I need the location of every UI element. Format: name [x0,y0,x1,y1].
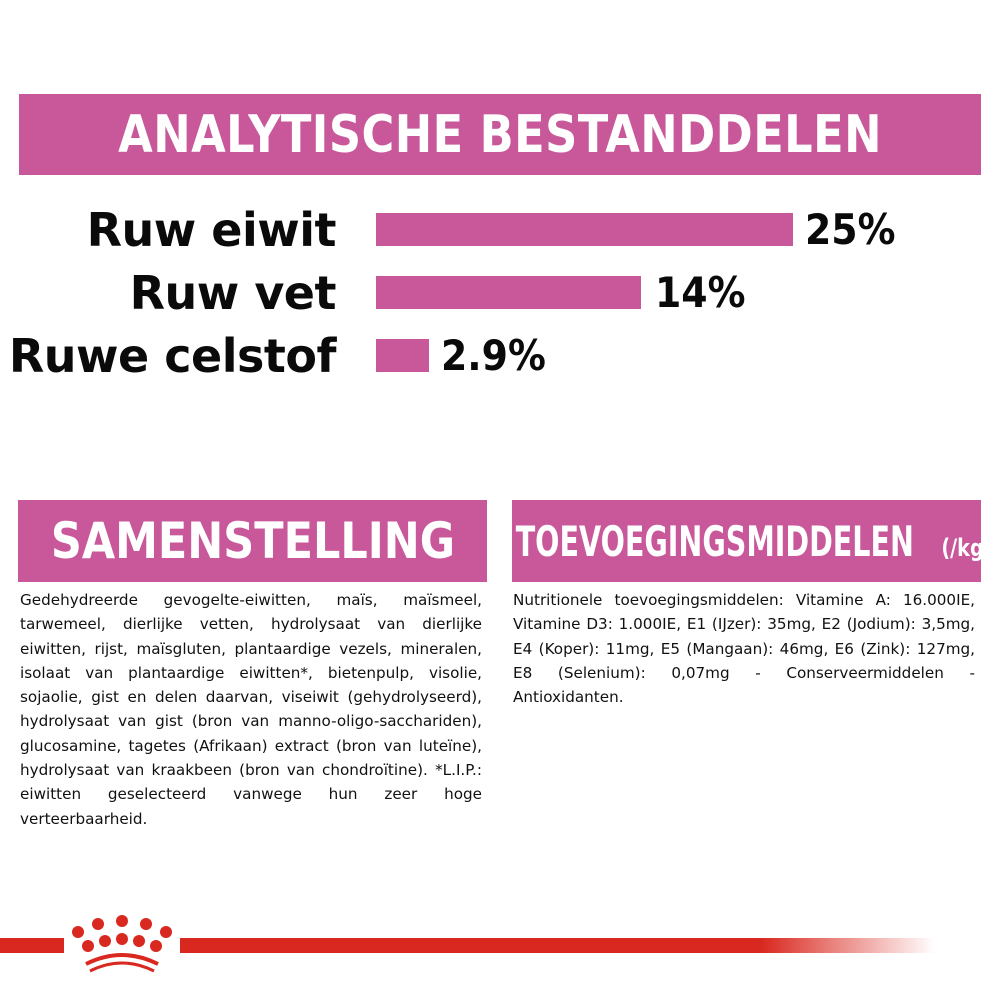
footer-line-right [180,938,935,953]
additives-header: TOEVOEGINGSMIDDELEN (/kg) [512,500,993,582]
row-label: Ruw eiwit [86,203,337,257]
footer-line-left [0,938,64,953]
row-value: 2.9% [441,331,546,380]
analytics-title: ANALYTISCHE BESTANDDELEN [118,104,882,165]
additives-unit: (/kg) [941,534,993,562]
composition-text: Gedehydreerde gevogelte-eiwitten, maïs, … [20,591,482,828]
analytics-row-fat: Ruw vet 14% [0,264,1000,322]
additives-text: Nutritionele toevoegingsmiddelen: Vitami… [513,591,975,707]
row-value: 14% [655,268,746,317]
fat-bar [376,276,641,309]
analytics-header: ANALYTISCHE BESTANDDELEN [19,94,981,175]
analytics-row-protein: Ruw eiwit 25% [0,201,1000,259]
composition-title: SAMENSTELLING [50,512,455,570]
crown-icon [72,915,172,973]
composition-header: SAMENSTELLING [18,500,487,582]
protein-bar [376,213,793,246]
fibre-bar [376,339,429,372]
additives-title: TOEVOEGINGSMIDDELEN [515,516,914,566]
analytics-row-fibre: Ruwe celstof 2.9% [0,327,1000,385]
row-value: 25% [805,205,896,254]
row-label: Ruw vet [129,266,337,320]
row-label: Ruwe celstof [8,329,337,383]
